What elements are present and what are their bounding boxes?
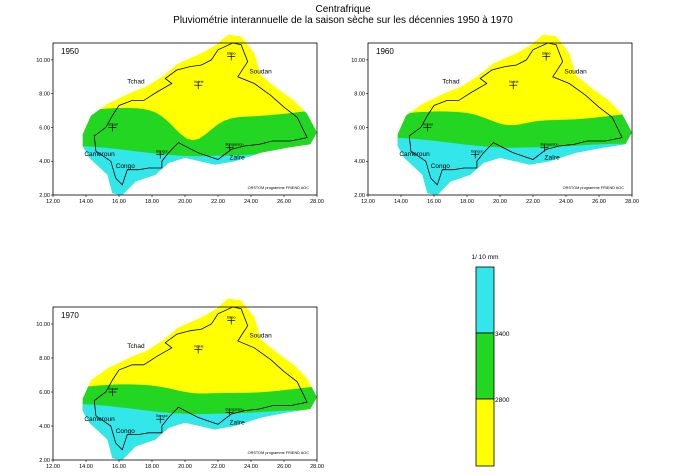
- y-tick-label: 4.00: [39, 159, 50, 165]
- city-label: Birao: [542, 52, 550, 56]
- x-tick-label: 20.00: [178, 464, 192, 470]
- rainfall-legend: 1/ 10 mm 3400 2800: [471, 254, 510, 467]
- x-tick-label: 26.00: [592, 199, 606, 205]
- y-tick-label: 6.00: [354, 125, 365, 131]
- x-tick-label: 28.00: [625, 199, 639, 205]
- x-tick-label: 24.00: [559, 199, 573, 205]
- rainfall-bands: [397, 34, 632, 195]
- y-tick-label: 8.00: [354, 92, 365, 98]
- credit-label: ORSTOM programme FRIEND AOC: [248, 186, 310, 190]
- x-tick-label: 14.00: [79, 199, 93, 205]
- y-tick-label: 2.00: [39, 193, 50, 199]
- x-tick-label: 26.00: [277, 199, 291, 205]
- y-tick-label: 10.00: [36, 58, 50, 64]
- map-panel-1970: 12.00 14.00 16.00 18.00 20.00 22.00 24.00 26.00…: [36, 298, 324, 470]
- legend-band-high: [475, 266, 495, 334]
- city-label: Bouar: [423, 122, 433, 126]
- y-tick-label: 2.00: [354, 193, 365, 199]
- x-tick-label: 28.00: [310, 199, 324, 205]
- city-label: Ndélé: [194, 345, 203, 349]
- y-tick-label: 8.00: [39, 356, 50, 362]
- country-label: Cameroun: [84, 416, 115, 423]
- panel-year: 1950: [61, 47, 79, 56]
- city-label: Birao: [227, 316, 235, 320]
- city-label: Ndélé: [509, 80, 518, 84]
- country-label: Soudan: [249, 68, 272, 75]
- country-label: Congo: [116, 428, 136, 435]
- y-tick-label: 8.00: [39, 92, 50, 98]
- x-tick-label: 24.00: [244, 464, 258, 470]
- city-label: Bangassou: [226, 407, 244, 411]
- y-tick-label: 6.00: [39, 390, 50, 396]
- country-label: Soudan: [564, 68, 587, 75]
- y-tick-label: 6.00: [39, 125, 50, 131]
- y-tick-label: 4.00: [39, 424, 50, 430]
- country-label: Soudan: [249, 333, 272, 340]
- legend-level-2800: 2800: [495, 397, 510, 404]
- map-title: Centrafrique: [315, 4, 371, 15]
- x-tick-label: 22.00: [526, 199, 540, 205]
- panel-year: 1960: [376, 47, 394, 56]
- x-tick-label: 28.00: [310, 464, 324, 470]
- y-tick-label: 10.00: [36, 322, 50, 328]
- city-label: Bangui: [156, 414, 167, 418]
- city-label: Bangassou: [541, 143, 559, 147]
- x-tick-label: 12.00: [46, 199, 60, 205]
- city-label: Bangui: [156, 149, 167, 153]
- country-label: Congo: [116, 163, 136, 170]
- x-tick-label: 18.00: [145, 464, 159, 470]
- x-tick-label: 16.00: [112, 199, 126, 205]
- x-tick-label: 22.00: [211, 199, 225, 205]
- y-tick-label: 2.00: [39, 458, 50, 464]
- country-label: Tchad: [127, 79, 145, 86]
- x-tick-label: 18.00: [145, 199, 159, 205]
- map-subtitle: Pluviométrie interannuelle de la saison …: [173, 15, 513, 26]
- legend-band-mid: [475, 332, 495, 400]
- legend-band-low: [475, 398, 495, 467]
- country-label: Zaïre: [230, 155, 246, 162]
- country-label: Tchad: [442, 79, 460, 86]
- city-label: Birao: [227, 52, 235, 56]
- panel-year: 1970: [61, 311, 79, 320]
- country-outline: [93, 306, 308, 451]
- x-tick-label: 16.00: [427, 199, 441, 205]
- x-tick-label: 18.00: [460, 199, 474, 205]
- x-tick-label: 24.00: [244, 199, 258, 205]
- map-panel-1950: 12.00 14.00 16.00 18.00 20.00 22.00 24.00 26.00…: [36, 34, 324, 205]
- country-label: Tchad: [127, 343, 145, 350]
- country-label: Zaïre: [545, 155, 561, 162]
- x-tick-label: 20.00: [178, 199, 192, 205]
- x-tick-label: 22.00: [211, 464, 225, 470]
- y-tick-label: 4.00: [354, 159, 365, 165]
- country-label: Zaïre: [230, 419, 246, 426]
- x-tick-label: 12.00: [361, 199, 375, 205]
- x-tick-label: 14.00: [394, 199, 408, 205]
- y-tick-label: 10.00: [351, 58, 365, 64]
- legend-level-3400: 3400: [495, 331, 510, 338]
- x-tick-label: 20.00: [493, 199, 507, 205]
- country-label: Cameroun: [84, 151, 115, 158]
- x-tick-label: 12.00: [46, 464, 60, 470]
- country-label: Cameroun: [399, 151, 430, 158]
- city-label: Bangassou: [226, 143, 244, 147]
- country-outline: [93, 42, 308, 186]
- country-label: Congo: [431, 163, 451, 170]
- credit-label: ORSTOM programme FRIEND AOC: [563, 186, 625, 190]
- legend-unit: 1/ 10 mm: [471, 254, 498, 261]
- x-tick-label: 26.00: [277, 464, 291, 470]
- x-tick-label: 14.00: [79, 464, 93, 470]
- x-tick-label: 16.00: [112, 464, 126, 470]
- city-label: Ndélé: [194, 80, 203, 84]
- city-label: Bouar: [108, 122, 118, 126]
- country-outline: [408, 42, 623, 186]
- city-label: Bouar: [108, 387, 118, 391]
- rainfall-bands: [82, 298, 317, 460]
- rainfall-bands: [82, 34, 317, 195]
- city-label: Bangui: [471, 149, 482, 153]
- map-panel-1960: 12.00 14.00 16.00 18.00 20.00 22.00 24.00 26.00…: [351, 34, 639, 205]
- credit-label: ORSTOM programme FRIEND AOC: [248, 451, 310, 455]
